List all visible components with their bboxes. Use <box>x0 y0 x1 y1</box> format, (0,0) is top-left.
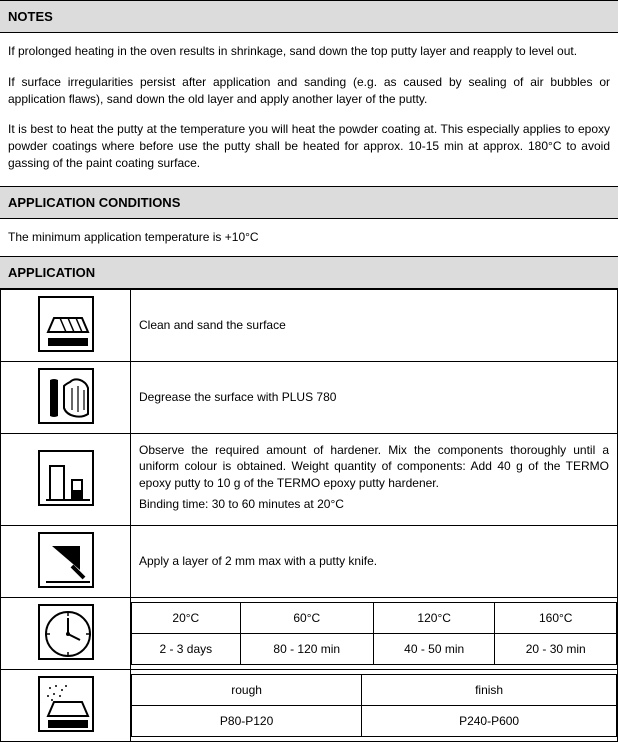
sanding-grits-row: P80-P120 P240-P600 <box>132 705 617 736</box>
clock-icon <box>38 604 94 660</box>
sanding-icon <box>38 676 94 732</box>
notes-header: NOTES <box>0 0 618 33</box>
sanding-table-wrap: rough finish P80-P120 P240-P600 <box>131 669 618 741</box>
sanding-grit-1: P240-P600 <box>362 705 617 736</box>
notes-para-1: If prolonged heating in the oven results… <box>8 43 610 60</box>
conditions-header: APPLICATION CONDITIONS <box>0 186 618 219</box>
notes-body: If prolonged heating in the oven results… <box>0 33 618 186</box>
drying-table: 20°C 60°C 120°C 160°C 2 - 3 days 80 - 12… <box>131 602 617 665</box>
drying-time-3: 20 - 30 min <box>495 633 617 664</box>
drying-temp-2: 120°C <box>373 602 495 633</box>
icon-cell <box>1 433 131 525</box>
table-row: rough finish P80-P120 P240-P600 <box>1 669 618 741</box>
degrease-icon <box>38 368 94 424</box>
application-table: Clean and sand the surface Degrease the … <box>0 289 618 742</box>
step-4-text: Apply a layer of 2 mm max with a putty k… <box>131 525 618 597</box>
icon-cell <box>1 597 131 669</box>
sanding-labels-row: rough finish <box>132 674 617 705</box>
drying-time-0: 2 - 3 days <box>132 633 241 664</box>
conditions-text: The minimum application temperature is +… <box>0 219 618 256</box>
table-row: Observe the required amount of hardener.… <box>1 433 618 525</box>
drying-time-2: 40 - 50 min <box>373 633 495 664</box>
icon-cell <box>1 525 131 597</box>
sand-surface-icon <box>38 296 94 352</box>
sanding-table: rough finish P80-P120 P240-P600 <box>131 674 617 737</box>
sanding-grit-0: P80-P120 <box>132 705 362 736</box>
step-3-cell: Observe the required amount of hardener.… <box>131 433 618 525</box>
drying-time-1: 80 - 120 min <box>240 633 373 664</box>
table-row: Degrease the surface with PLUS 780 <box>1 361 618 433</box>
step-1-text: Clean and sand the surface <box>131 289 618 361</box>
drying-temp-1: 60°C <box>240 602 373 633</box>
application-header: APPLICATION <box>0 256 618 289</box>
notes-para-2: If surface irregularities persist after … <box>8 74 610 108</box>
step-3-text: Observe the required amount of hardener.… <box>139 442 609 492</box>
step-2-text: Degrease the surface with PLUS 780 <box>131 361 618 433</box>
step-3-text2: Binding time: 30 to 60 minutes at 20°C <box>139 496 609 513</box>
icon-cell <box>1 669 131 741</box>
putty-knife-icon <box>38 532 94 588</box>
drying-temp-3: 160°C <box>495 602 617 633</box>
drying-times-row: 2 - 3 days 80 - 120 min 40 - 50 min 20 -… <box>132 633 617 664</box>
table-row: Clean and sand the surface <box>1 289 618 361</box>
sanding-label-0: rough <box>132 674 362 705</box>
sanding-label-1: finish <box>362 674 617 705</box>
mix-components-icon <box>38 450 94 506</box>
notes-para-3: It is best to heat the putty at the temp… <box>8 121 610 171</box>
drying-table-wrap: 20°C 60°C 120°C 160°C 2 - 3 days 80 - 12… <box>131 597 618 669</box>
drying-temp-0: 20°C <box>132 602 241 633</box>
icon-cell <box>1 361 131 433</box>
icon-cell <box>1 289 131 361</box>
table-row: Apply a layer of 2 mm max with a putty k… <box>1 525 618 597</box>
drying-temps-row: 20°C 60°C 120°C 160°C <box>132 602 617 633</box>
table-row: 20°C 60°C 120°C 160°C 2 - 3 days 80 - 12… <box>1 597 618 669</box>
